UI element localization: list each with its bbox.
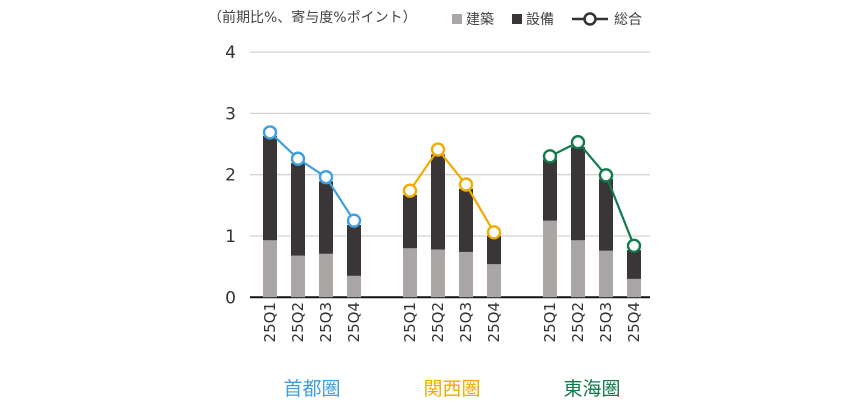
- group-label: 関西圏: [423, 378, 480, 400]
- point-sogo: [598, 168, 614, 183]
- x-tick-label: 25Q3: [597, 302, 615, 342]
- bar-setsubi: [319, 181, 333, 254]
- bar-setsubi: [627, 250, 641, 279]
- x-tick-label: 25Q1: [261, 302, 279, 342]
- x-tick-label: 25Q1: [541, 302, 559, 342]
- bar-kenchiku: [431, 249, 445, 298]
- y-tick-label: 4: [225, 43, 236, 63]
- x-tick-label: 25Q4: [345, 302, 363, 342]
- legend-label: 設備: [526, 12, 554, 28]
- bar-setsubi: [291, 163, 305, 256]
- bar-setsubi: [571, 147, 585, 241]
- bar-kenchiku: [459, 251, 473, 298]
- bar-kenchiku: [347, 275, 361, 298]
- bar-kenchiku: [319, 253, 333, 298]
- line-sogo: [269, 131, 355, 222]
- point-sogo: [486, 225, 502, 240]
- x-tick-label: 25Q1: [401, 302, 419, 342]
- labels: 25Q1 25Q2 25Q3 25Q4 首都圏 25Q1 25Q2 25Q3 25Q4 関西圏 25…: [261, 302, 643, 400]
- x-tick-label: 25Q4: [625, 302, 643, 342]
- point-sogo: [402, 183, 418, 198]
- x-tick-label: 25Q4: [485, 302, 503, 342]
- y-tick-label: 1: [225, 227, 236, 247]
- point-sogo: [346, 213, 362, 228]
- bar-kenchiku: [487, 264, 501, 298]
- point-sogo: [318, 169, 334, 185]
- point-sogo: [262, 125, 278, 140]
- lines: [262, 125, 642, 254]
- point-sogo: [542, 149, 558, 164]
- bar-kenchiku: [571, 240, 585, 298]
- legend: 建築 設備 総合: [452, 12, 642, 28]
- legend-swatch: [512, 14, 522, 24]
- bars: [263, 136, 641, 298]
- legend-marker: [583, 12, 597, 26]
- bar-setsubi: [403, 194, 417, 249]
- chart-note: （前期比%、寄与度%ポイント）: [208, 9, 417, 26]
- point-sogo: [626, 238, 642, 254]
- bar-setsubi: [487, 236, 501, 265]
- y-tick-label: 3: [225, 104, 236, 124]
- bar-kenchiku: [291, 255, 305, 298]
- bar-setsubi: [543, 159, 557, 221]
- legend-label: 総合: [614, 12, 642, 28]
- group-label: 東海圏: [563, 378, 620, 400]
- bar-kenchiku: [599, 250, 613, 298]
- bar-setsubi: [599, 178, 613, 251]
- bar-setsubi: [459, 188, 473, 252]
- bar-setsubi: [431, 154, 445, 250]
- bar-kenchiku: [263, 240, 277, 298]
- x-tick-label: 25Q2: [569, 302, 587, 342]
- bar-setsubi: [263, 136, 277, 241]
- line-sogo: [409, 147, 495, 233]
- y-tick-label: 0: [225, 288, 236, 308]
- point-sogo: [458, 177, 474, 192]
- x-tick-label: 25Q2: [289, 302, 307, 342]
- line-sogo: [549, 140, 636, 247]
- bar-kenchiku: [543, 220, 557, 298]
- legend-label: 建築: [466, 12, 494, 28]
- legend-swatch: [452, 14, 462, 24]
- y-tick-label: 2: [225, 166, 236, 186]
- point-sogo: [430, 142, 446, 157]
- bar-kenchiku: [627, 278, 641, 298]
- x-tick-label: 25Q3: [457, 302, 475, 342]
- x-tick-label: 25Q2: [429, 302, 447, 342]
- point-sogo: [290, 151, 306, 166]
- x-tick-label: 25Q3: [317, 302, 335, 342]
- bar-setsubi: [347, 224, 361, 276]
- point-sogo: [570, 135, 586, 150]
- group-label: 首都圏: [283, 378, 340, 400]
- bar-kenchiku: [403, 248, 417, 298]
